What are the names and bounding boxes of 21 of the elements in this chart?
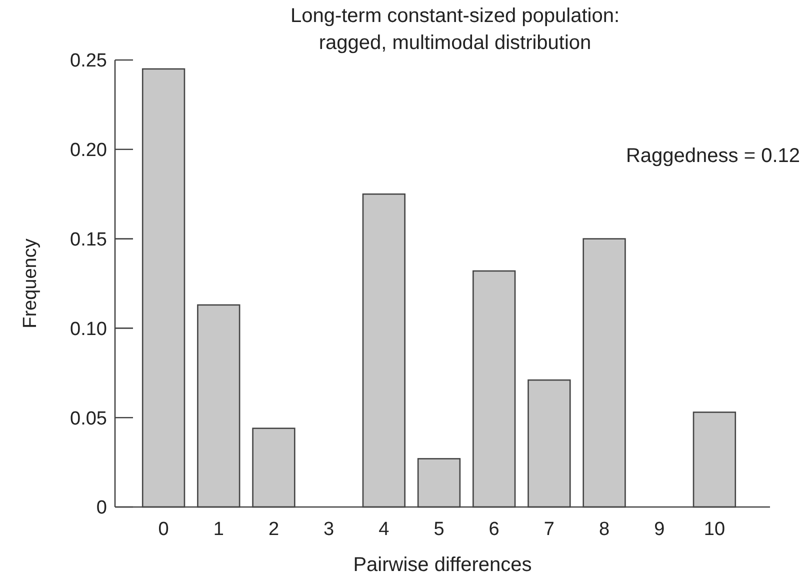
annotation: Raggedness = 0.12 bbox=[626, 145, 800, 167]
x-tick-label: 6 bbox=[488, 519, 500, 540]
x-tick-label: 0 bbox=[158, 519, 169, 540]
x-tick-label: 8 bbox=[598, 519, 610, 540]
x-tick-label: 10 bbox=[704, 519, 726, 540]
x-axis-title: Pairwise differences bbox=[353, 554, 532, 576]
x-tick-label: 4 bbox=[378, 519, 390, 540]
x-tick-label: 9 bbox=[654, 519, 665, 540]
chart-title: Long-term constant-sized population: ragged, multimodal distribution bbox=[290, 5, 620, 54]
y-tick-label: 0.20 bbox=[70, 140, 107, 162]
y-tick-label: 0.25 bbox=[70, 50, 107, 72]
x-tick-label: 3 bbox=[324, 519, 334, 540]
x-tick-label: 1 bbox=[213, 519, 224, 540]
y-tick-label: 0.10 bbox=[70, 318, 107, 340]
y-tick-label: 0.05 bbox=[70, 408, 107, 430]
y-tick-label: 0 bbox=[96, 498, 107, 519]
x-tick-label: 7 bbox=[544, 519, 554, 540]
x-tick-label: 2 bbox=[268, 519, 280, 540]
y-axis-title: Frequency bbox=[20, 238, 41, 328]
x-tick-label: 5 bbox=[434, 519, 444, 540]
y-tick-label: 0.15 bbox=[70, 229, 107, 250]
